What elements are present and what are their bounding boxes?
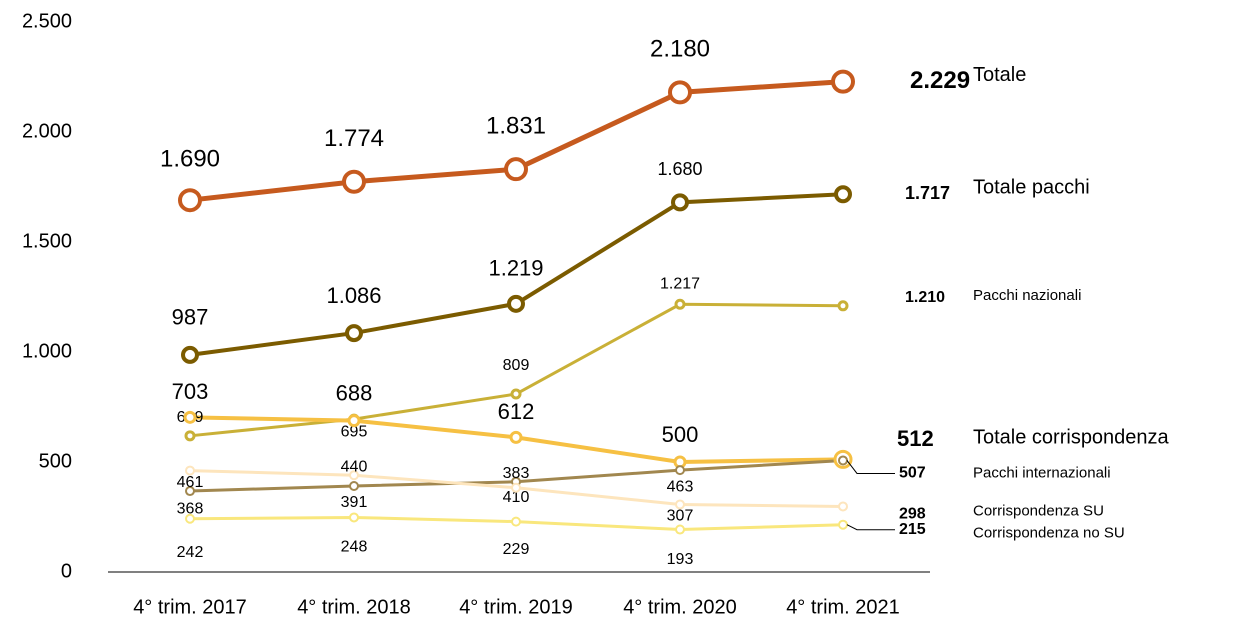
y-tick-label: 1.500 (22, 230, 72, 252)
x-tick-label: 4° trim. 2021 (786, 596, 900, 618)
data-label: 1.831 (486, 113, 546, 140)
data-label: 507 (899, 465, 926, 482)
x-tick-label: 4° trim. 2018 (297, 596, 411, 618)
point-marker (504, 157, 528, 182)
data-label: 512 (897, 426, 934, 451)
data-label: 1.217 (660, 275, 700, 292)
x-tick-label: 4° trim. 2019 (459, 596, 573, 618)
point-marker (510, 388, 522, 400)
point-marker (349, 512, 359, 523)
point-marker (675, 499, 685, 510)
y-tick-label: 1.000 (22, 340, 72, 362)
point-marker (675, 465, 685, 476)
point-marker (834, 185, 852, 204)
y-tick-label: 500 (39, 450, 72, 472)
series-name: Pacchi internazionali (973, 464, 1111, 481)
data-label: 307 (667, 508, 694, 525)
data-label: 500 (662, 422, 699, 447)
point-marker (185, 513, 195, 524)
point-marker (671, 193, 689, 212)
point-marker (349, 480, 359, 491)
data-label: 368 (177, 500, 204, 517)
series-name: Totale pacchi (973, 177, 1090, 199)
series-name: Corrispondenza no SU (973, 525, 1125, 542)
data-label: 1.210 (905, 289, 945, 306)
point-marker (342, 169, 366, 194)
point-marker (837, 300, 849, 312)
point-marker (838, 519, 848, 530)
point-marker (838, 455, 848, 466)
x-tick-label: 4° trim. 2020 (623, 596, 737, 618)
data-label: 703 (172, 379, 209, 404)
point-marker (185, 465, 195, 476)
point-marker (668, 80, 692, 105)
data-label: 2.229 (910, 67, 970, 94)
point-marker (345, 324, 363, 343)
series-name: Totale (973, 64, 1026, 86)
data-label: 383 (503, 465, 530, 482)
series-line (189, 79, 844, 203)
data-label: 193 (667, 551, 694, 568)
data-label: 2.180 (650, 36, 710, 63)
data-label: 1.680 (657, 159, 702, 179)
data-label: 410 (503, 489, 530, 506)
point-marker (184, 430, 196, 442)
point-marker (183, 410, 197, 424)
point-marker (511, 516, 521, 527)
series-name: Pacchi nazionali (973, 287, 1081, 304)
data-label: 1.219 (488, 256, 543, 281)
point-marker (181, 345, 199, 364)
point-marker (509, 430, 523, 444)
x-tick-label: 4° trim. 2017 (133, 596, 247, 618)
leader-line (846, 524, 895, 531)
data-label: 248 (341, 539, 368, 556)
data-label: 612 (498, 399, 535, 424)
data-label: 1.086 (326, 283, 381, 308)
data-label: 695 (341, 423, 368, 440)
data-label: 242 (177, 544, 204, 561)
point-marker (511, 482, 521, 493)
data-label: 1.717 (905, 183, 950, 203)
data-label: 391 (341, 494, 368, 511)
leader-line (846, 460, 895, 474)
data-label: 809 (503, 357, 530, 374)
point-marker (349, 470, 359, 481)
data-label: 1.774 (324, 125, 384, 152)
point-marker (347, 414, 361, 428)
data-label: 688 (336, 380, 373, 405)
point-marker (831, 69, 855, 94)
data-label: 298 (899, 506, 926, 523)
data-label: 440 (341, 458, 368, 475)
data-label: 1.690 (160, 146, 220, 173)
point-marker (674, 298, 686, 310)
point-marker (675, 524, 685, 535)
y-tick-label: 0 (61, 560, 72, 582)
data-label: 229 (503, 541, 530, 558)
data-label: 461 (177, 474, 204, 491)
series-name: Corrispondenza SU (973, 502, 1104, 519)
data-label: 215 (899, 521, 926, 538)
data-label: 463 (667, 478, 694, 495)
point-marker (185, 486, 195, 497)
series-name: Totale corrispondenza (973, 427, 1170, 449)
point-marker (507, 294, 525, 313)
y-tick-label: 2.000 (22, 120, 72, 142)
data-label: 987 (172, 305, 209, 330)
point-marker (838, 501, 848, 512)
point-marker (178, 188, 202, 213)
y-tick-label: 2.500 (22, 10, 72, 32)
